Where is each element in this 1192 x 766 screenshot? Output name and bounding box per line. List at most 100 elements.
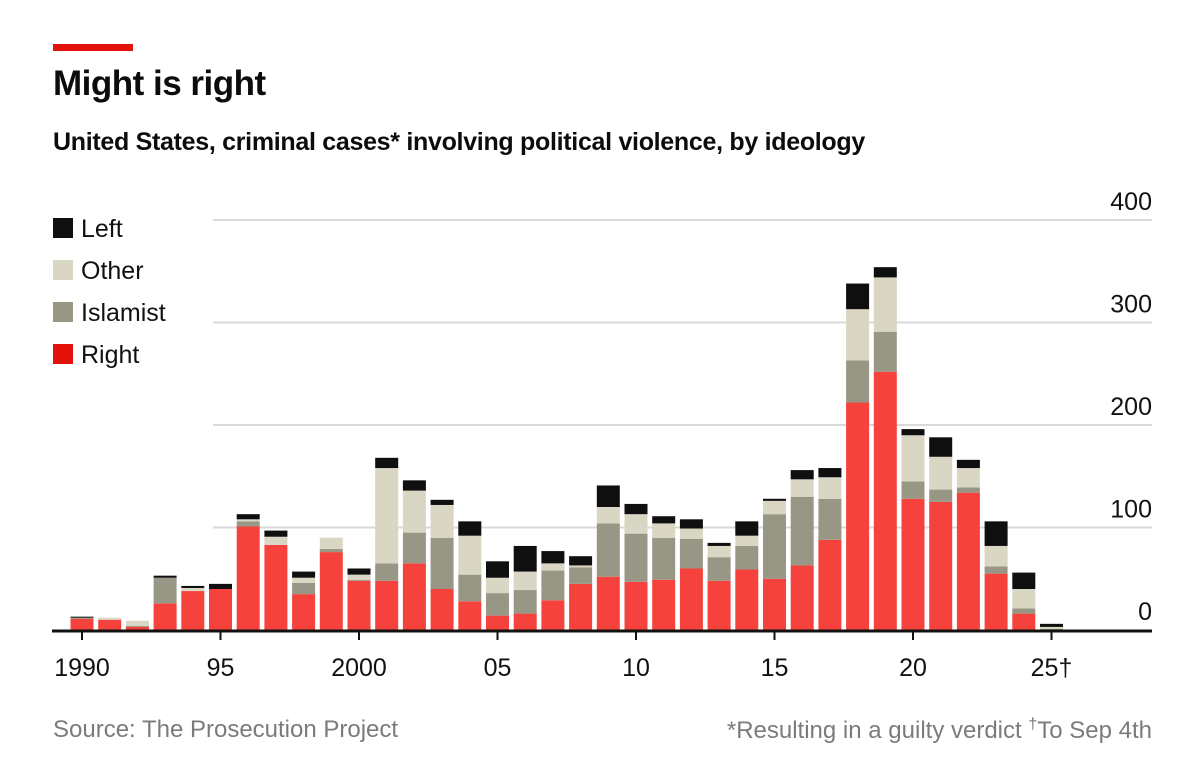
bar-segment-left [596, 485, 620, 507]
y-tick-label: 400 [1110, 188, 1152, 216]
bar-segment-islamist [402, 532, 426, 564]
bar-segment-left [956, 459, 980, 469]
bar-segment-right [596, 576, 620, 630]
bar-segment-left [818, 468, 842, 478]
bar-segment-left [209, 583, 232, 589]
bar-segment-right [873, 371, 897, 630]
bar-segment-other [402, 490, 426, 533]
bar-segment-right [458, 601, 482, 630]
bar-segment-islamist [375, 563, 399, 581]
footnote: *Resulting in a guilty verdict †To Sep 4… [727, 716, 1152, 745]
bar-segment-other [430, 504, 454, 538]
bar-segment-right [98, 619, 122, 630]
bar-segment-islamist [873, 331, 897, 372]
legend-swatch-other [53, 260, 73, 280]
legend-label-right: Right [81, 341, 139, 369]
x-tick-label: 1990 [54, 654, 110, 682]
bar-segment-right [984, 573, 1008, 630]
bar-segment-other [735, 535, 759, 546]
bar-segment-other [1012, 589, 1036, 609]
bar-segment-right [70, 618, 94, 630]
bar-segment-other [1040, 626, 1063, 629]
bar-segment-right [264, 544, 288, 630]
footnote-date: To Sep 4th [1037, 717, 1152, 744]
footnote-verdict: *Resulting in a guilty verdict [726, 717, 1022, 744]
bar-segment-other [375, 468, 399, 564]
legend-label-left: Left [81, 215, 123, 243]
bar-segment-left [264, 530, 288, 537]
source-note: Source: The Prosecution Project [53, 716, 399, 743]
bar-segment-islamist [707, 557, 731, 581]
bar-segment-left [790, 470, 814, 480]
bar-segment-left [873, 267, 897, 278]
y-tick-label: 100 [1110, 496, 1152, 524]
bar-segment-right [209, 589, 232, 630]
bar-segment-left [458, 521, 482, 536]
bar-segment-left [513, 545, 537, 572]
bar-segment-islamist [569, 567, 593, 584]
dagger-mark: † [1028, 716, 1038, 733]
bar-segment-other [347, 574, 371, 580]
bar-segment-other [458, 535, 482, 575]
bar-segment-right [1012, 613, 1036, 630]
bar-segment-left [1040, 623, 1063, 627]
bar-segment-left [375, 457, 399, 469]
bar-segment-islamist [596, 523, 620, 577]
bar-segment-other [292, 577, 316, 583]
bar-segment-other [984, 545, 1008, 567]
bar-segment-left [153, 575, 177, 578]
bar-segment-islamist [624, 533, 648, 582]
bar-segment-other [486, 577, 509, 594]
bar-segment-left [70, 616, 94, 618]
bar-segment-right [929, 501, 953, 630]
bar-segment-islamist [319, 549, 343, 553]
bar-segment-other [763, 500, 786, 515]
bar-segment-other [319, 537, 343, 550]
bar-segment-other [596, 507, 620, 524]
bar-segment-islamist [292, 582, 316, 595]
bar-segment-islamist [430, 537, 454, 589]
bar-segment-left [1012, 572, 1036, 589]
legend-label-islamist: Islamist [81, 299, 166, 327]
bar-segment-islamist [1040, 628, 1063, 630]
bar-segment-other [569, 565, 593, 568]
bar-segment-left [901, 429, 925, 436]
bar-segment-right [790, 565, 814, 630]
legend-swatch-right [53, 344, 73, 364]
bar-segment-left [707, 542, 731, 546]
bar-segment-other [236, 519, 260, 522]
bar-segment-right [763, 578, 786, 630]
y-tick-label: 200 [1110, 393, 1152, 421]
bar-segment-other [956, 468, 980, 488]
bar-segment-islamist [458, 574, 482, 602]
bar-segment-other [264, 536, 288, 545]
x-tick-label: 10 [622, 654, 650, 682]
bar-segment-right [541, 600, 565, 630]
bar-segment-other [125, 620, 149, 626]
bar-segment-right [402, 563, 426, 630]
bar-segment-other [624, 514, 648, 534]
bar-segment-islamist [984, 566, 1008, 574]
bar-segment-islamist [153, 577, 177, 604]
bar-segment-right [679, 568, 703, 630]
bar-segment-right [153, 603, 177, 630]
bar-segment-left [236, 514, 260, 520]
bar-segment-left [430, 499, 454, 505]
bar-segment-islamist [541, 570, 565, 601]
bar-segment-left [541, 551, 565, 564]
chart-subtitle: United States, criminal cases* involving… [53, 128, 865, 156]
bar-segment-other [901, 435, 925, 482]
bar-segment-left [486, 561, 509, 578]
legend-swatch-islamist [53, 302, 73, 322]
bar-segment-right [652, 579, 676, 630]
bar-segment-other [652, 523, 676, 538]
bar-segment-islamist [679, 538, 703, 569]
bar-segment-islamist [763, 514, 786, 579]
bar-segment-right [956, 492, 980, 630]
bar-segment-islamist [790, 496, 814, 566]
bar-segment-islamist [929, 489, 953, 502]
bar-segment-right [430, 589, 454, 630]
bar-segment-right [569, 583, 593, 630]
